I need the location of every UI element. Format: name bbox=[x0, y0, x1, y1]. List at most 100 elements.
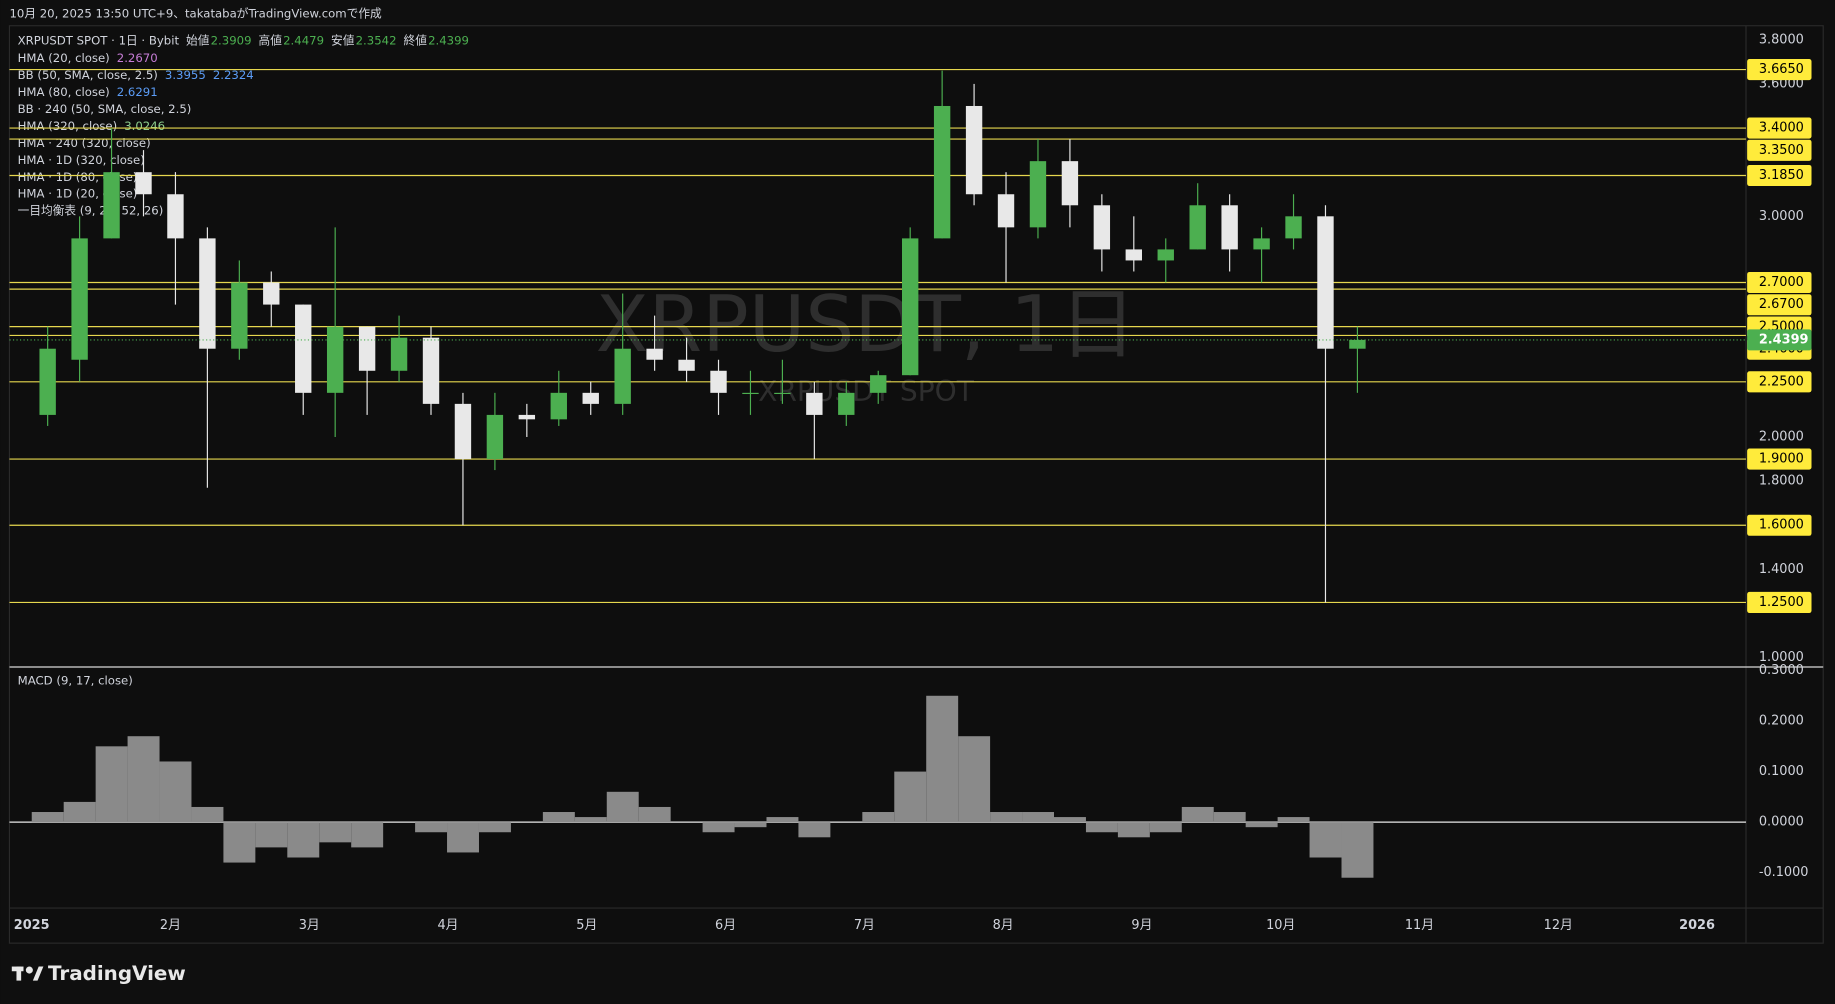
macd-bar bbox=[447, 822, 479, 853]
level-label: 3.6650 bbox=[1759, 62, 1804, 77]
macd-bar bbox=[351, 822, 384, 848]
legend-name: HMA · 1D (320, close) bbox=[18, 153, 145, 167]
macd-title: MACD (9, 17, close) bbox=[18, 674, 133, 688]
candle-body bbox=[550, 392, 567, 420]
candle-body bbox=[1349, 339, 1366, 349]
candle-body bbox=[486, 414, 504, 460]
level-label-bg bbox=[1747, 514, 1812, 536]
macd-bar bbox=[223, 822, 256, 863]
ohlc-value: 2.4479 bbox=[283, 33, 324, 47]
macd-bar bbox=[478, 822, 511, 833]
candle-body bbox=[199, 238, 216, 349]
candle-body bbox=[901, 238, 919, 376]
candle-body bbox=[710, 370, 727, 393]
candle-body bbox=[422, 337, 440, 404]
candle-body bbox=[997, 194, 1015, 228]
macd-bar bbox=[255, 822, 288, 848]
macd-bar bbox=[1117, 822, 1150, 838]
candle-body bbox=[135, 172, 152, 195]
level-label: 3.4000 bbox=[1759, 121, 1804, 136]
candle-body bbox=[326, 326, 344, 393]
candle-body bbox=[358, 326, 376, 371]
y-tick-label: 3.0000 bbox=[1759, 209, 1804, 224]
candle-body bbox=[838, 392, 855, 415]
x-tick-label: 5月 bbox=[576, 918, 597, 933]
candle-body bbox=[1157, 249, 1174, 261]
macd-bar bbox=[862, 812, 895, 823]
legend-name: BB (50, SMA, close, 2.5) bbox=[18, 68, 158, 82]
candle-body bbox=[1061, 161, 1079, 206]
legend-value: 2.2324 bbox=[213, 68, 254, 82]
macd-bar bbox=[542, 812, 575, 823]
y-tick-label: 0.1000 bbox=[1759, 764, 1804, 779]
level-label-bg bbox=[1747, 591, 1812, 613]
legend-name: 一目均衡表 (9, 26, 52, 26) bbox=[18, 204, 164, 218]
macd-bar bbox=[1245, 822, 1278, 828]
macd-bar bbox=[638, 806, 671, 823]
candle-body bbox=[965, 105, 983, 195]
x-tick-label: 2025 bbox=[14, 918, 50, 933]
candle-body bbox=[678, 359, 695, 371]
level-label-bg bbox=[1747, 371, 1812, 393]
x-tick-label: 8月 bbox=[993, 918, 1014, 933]
macd-bar bbox=[1085, 822, 1118, 833]
candle-body bbox=[263, 282, 280, 305]
macd-bar bbox=[159, 761, 192, 823]
legend-name: HMA (80, close) bbox=[18, 85, 110, 99]
level-label-bg bbox=[1747, 164, 1812, 187]
candle-body bbox=[1285, 216, 1302, 239]
candle-body bbox=[806, 392, 823, 415]
candle-body bbox=[646, 348, 663, 360]
macd-bar bbox=[1341, 822, 1374, 878]
x-tick-label: 11月 bbox=[1405, 918, 1434, 933]
legend-value: 2.6291 bbox=[117, 85, 158, 99]
candle-body bbox=[870, 375, 887, 393]
ohlc-label: 始値 bbox=[186, 33, 210, 47]
macd-bar bbox=[1277, 817, 1310, 823]
level-label: 1.9000 bbox=[1759, 452, 1804, 467]
macd-bar bbox=[191, 806, 224, 823]
candle-body bbox=[295, 304, 312, 393]
candle-body bbox=[1093, 205, 1111, 250]
candle-body bbox=[614, 348, 631, 404]
legend-name: HMA (320, close) bbox=[18, 119, 118, 133]
level-label-bg bbox=[1747, 59, 1812, 81]
y-tick-label: 1.8000 bbox=[1759, 474, 1804, 489]
macd-bar bbox=[127, 736, 160, 823]
candle-body bbox=[454, 403, 472, 460]
candle-body bbox=[1125, 249, 1142, 261]
level-label: 2.2500 bbox=[1759, 374, 1804, 389]
x-tick-label: 9月 bbox=[1131, 918, 1152, 933]
legend-name: HMA · 240 (320, close) bbox=[18, 136, 151, 150]
x-tick-label: 2026 bbox=[1679, 918, 1715, 933]
legend-name: HMA (20, close) bbox=[18, 51, 110, 65]
level-label: 2.7000 bbox=[1759, 275, 1804, 290]
macd-bar bbox=[574, 817, 607, 823]
x-tick-label: 10月 bbox=[1266, 918, 1295, 933]
y-tick-label: 3.8000 bbox=[1759, 32, 1804, 47]
x-tick-label: 6月 bbox=[715, 918, 736, 933]
ohlc-value: 2.3542 bbox=[356, 33, 397, 47]
candle-body bbox=[933, 105, 951, 239]
candle-body bbox=[1317, 216, 1334, 349]
candle-body bbox=[1253, 238, 1270, 250]
candle-body bbox=[582, 392, 599, 404]
macd-bar bbox=[1022, 812, 1054, 823]
macd-bar bbox=[734, 822, 767, 828]
legend-value: 3.3955 bbox=[165, 68, 206, 82]
macd-bar bbox=[31, 812, 64, 823]
y-tick-label: 1.4000 bbox=[1759, 562, 1804, 577]
candle-body bbox=[39, 348, 56, 415]
macd-bar bbox=[63, 801, 96, 823]
level-label-bg bbox=[1747, 139, 1812, 161]
ohlc-value: 2.3909 bbox=[211, 33, 252, 47]
caption: 10月 20, 2025 13:50 UTC+9、takatabaがTradin… bbox=[9, 7, 382, 21]
ohlc-label: 安値 bbox=[331, 33, 355, 47]
level-label: 1.2500 bbox=[1759, 595, 1804, 610]
brand-logo bbox=[11, 966, 44, 981]
watermark: XRPUSDT, 1日 bbox=[596, 280, 1137, 370]
level-label: 2.6700 bbox=[1759, 297, 1804, 312]
level-label: 3.3500 bbox=[1759, 143, 1804, 158]
macd-bar bbox=[702, 822, 735, 833]
